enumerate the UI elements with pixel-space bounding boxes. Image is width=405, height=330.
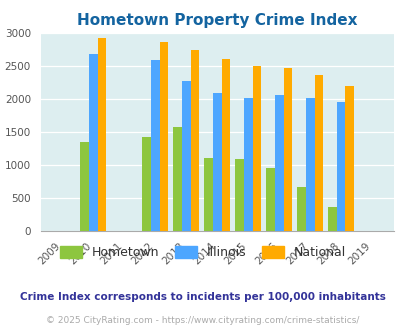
- Bar: [151, 60, 159, 231]
- Bar: [97, 38, 106, 231]
- Bar: [243, 98, 252, 231]
- Bar: [204, 158, 212, 231]
- Bar: [327, 207, 336, 231]
- Bar: [296, 187, 305, 231]
- Bar: [89, 54, 97, 231]
- Bar: [212, 93, 221, 231]
- Bar: [266, 168, 274, 231]
- Bar: [345, 86, 353, 231]
- Bar: [234, 159, 243, 231]
- Title: Hometown Property Crime Index: Hometown Property Crime Index: [77, 13, 356, 28]
- Text: © 2025 CityRating.com - https://www.cityrating.com/crime-statistics/: © 2025 CityRating.com - https://www.city…: [46, 315, 359, 325]
- Bar: [314, 75, 322, 231]
- Bar: [221, 59, 230, 231]
- Bar: [274, 95, 283, 231]
- Bar: [190, 50, 199, 231]
- Bar: [173, 127, 181, 231]
- Bar: [283, 68, 292, 231]
- Bar: [252, 66, 260, 231]
- Bar: [142, 137, 151, 231]
- Bar: [305, 98, 314, 231]
- Bar: [336, 102, 345, 231]
- Bar: [181, 81, 190, 231]
- Bar: [159, 42, 168, 231]
- Bar: [80, 142, 89, 231]
- Text: Crime Index corresponds to incidents per 100,000 inhabitants: Crime Index corresponds to incidents per…: [20, 292, 385, 302]
- Legend: Hometown, Illinois, National: Hometown, Illinois, National: [54, 241, 351, 264]
